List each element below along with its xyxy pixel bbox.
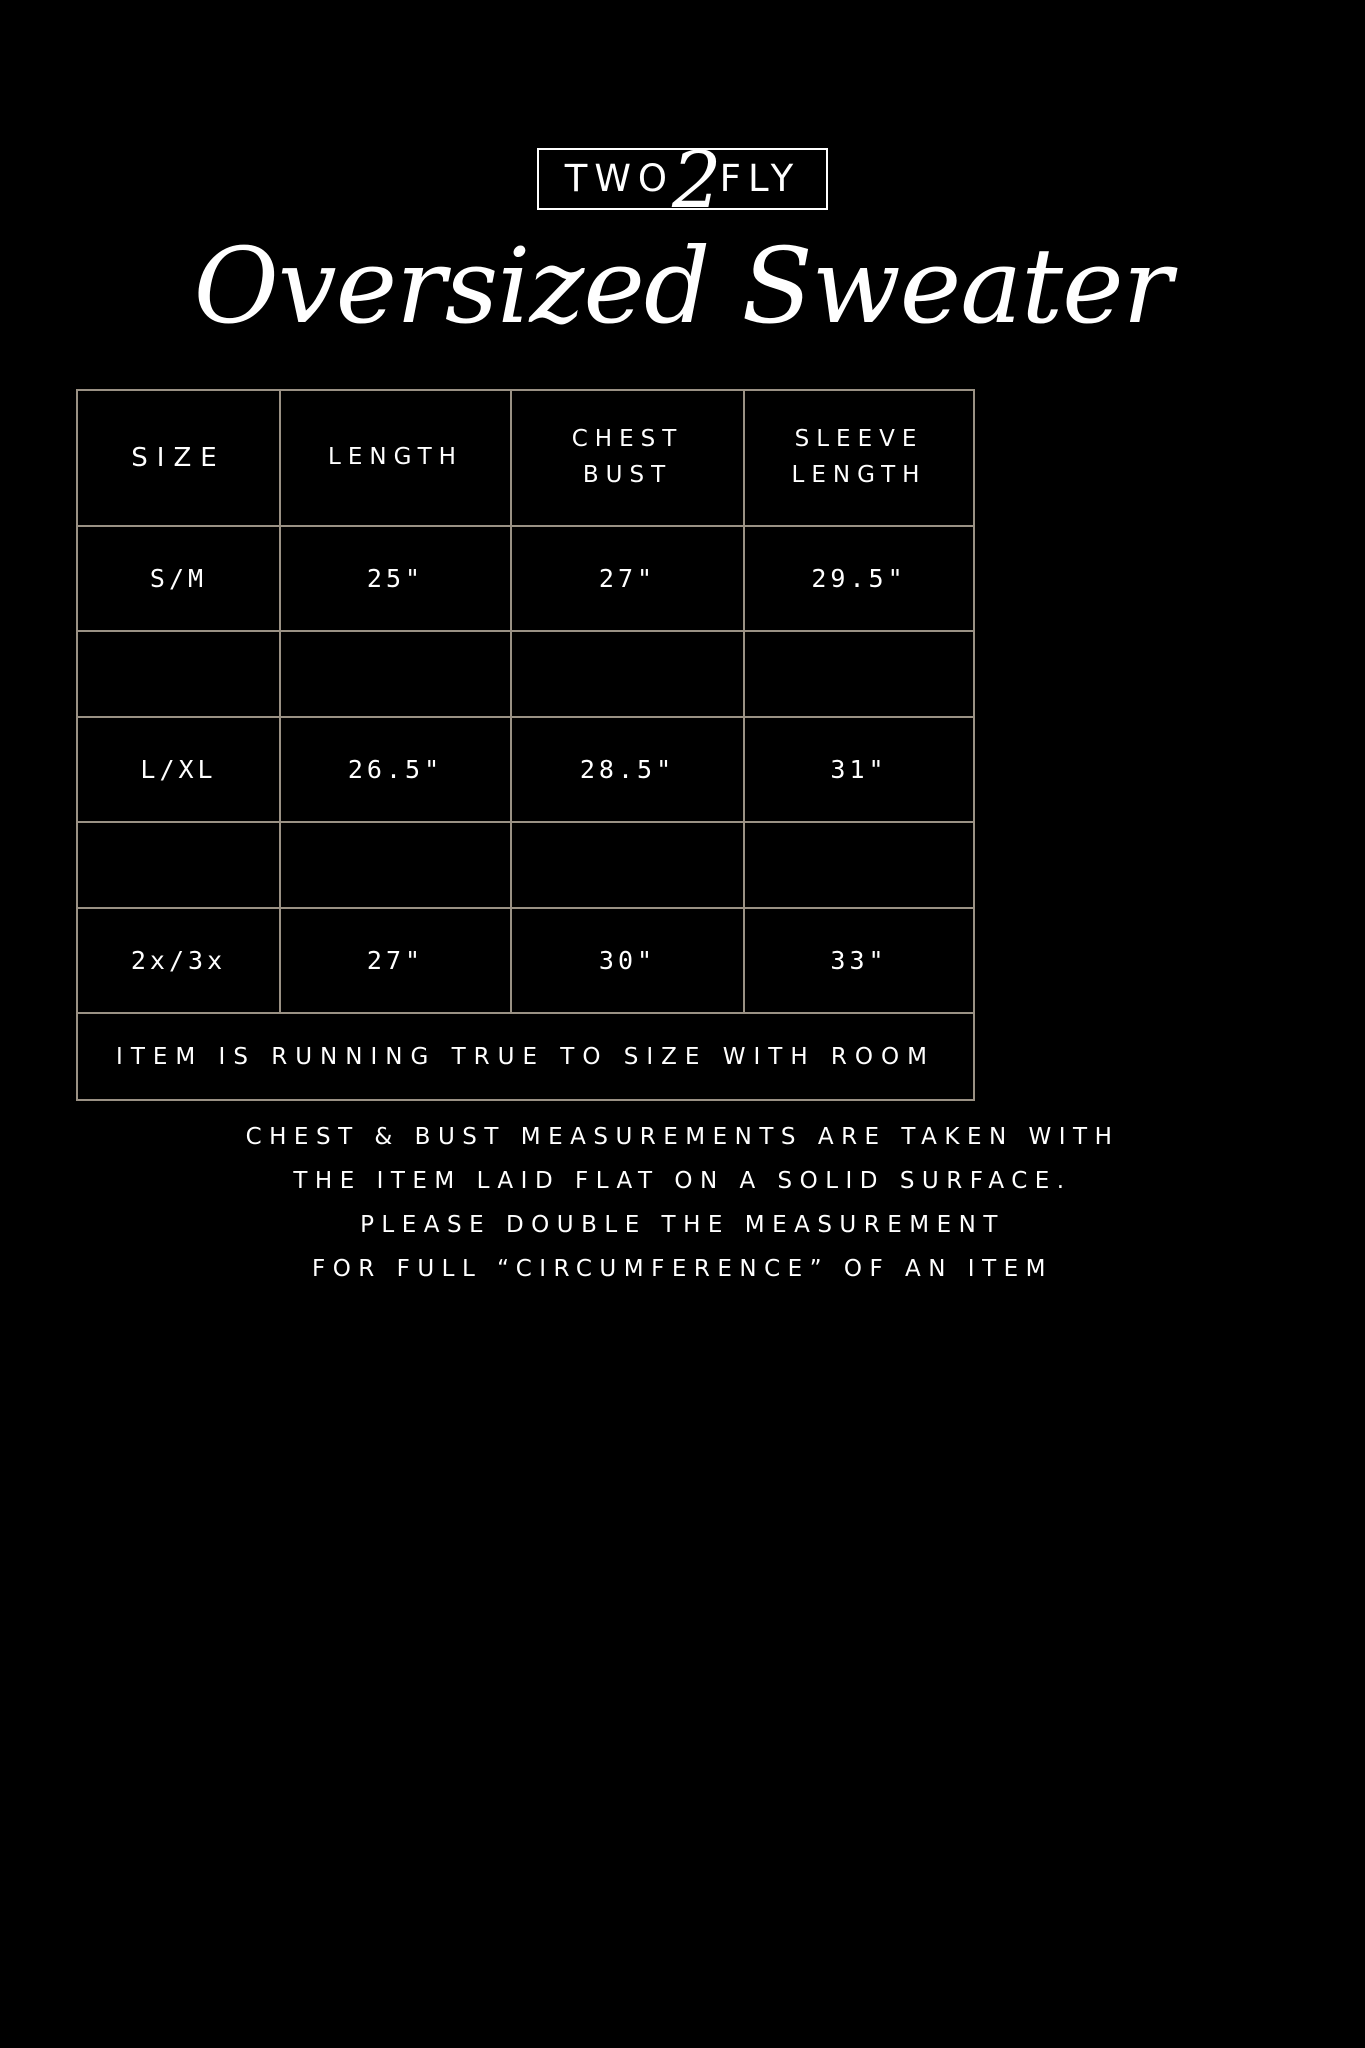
table-spacer-row [76,630,975,718]
column-header-chest-line2: BUST [582,462,673,488]
column-header-sleeve-line2: LENGTH [791,462,927,488]
cell-sleeve: 31" [743,716,975,823]
cell-length: 25" [279,525,512,632]
brand-logo: TWO 2 FLY [0,142,1365,220]
column-header-size: SIZE [76,389,281,527]
page-title: Oversized Sweater [193,225,1173,347]
table-row: S/M 25" 27" 29.5" [76,525,975,632]
fit-note: ITEM IS RUNNING TRUE TO SIZE WITH ROOM [76,1012,975,1101]
brand-word-two: TWO [564,157,675,200]
disclaimer-line-2: THE ITEM LAID FLAT ON A SOLID SURFACE. [293,1168,1072,1194]
cell-chest: 28.5" [510,716,745,823]
disclaimer-line-1: CHEST & BUST MEASUREMENTS ARE TAKEN WITH [245,1124,1120,1150]
spacer-cell [743,630,975,718]
cell-size: L/XL [76,716,281,823]
cell-size: S/M [76,525,281,632]
table-row: 2x/3x 27" 30" 33" [76,907,975,1014]
disclaimer-line-3: PLEASE DOUBLE THE MEASUREMENT [360,1212,1005,1238]
cell-chest: 27" [510,525,745,632]
table-note-row: ITEM IS RUNNING TRUE TO SIZE WITH ROOM [76,1012,975,1101]
table-header-row: SIZE LENGTH CHEST BUST SLEEVE LENGTH [76,389,975,527]
size-chart-table: SIZE LENGTH CHEST BUST SLEEVE LENGTH S/M… [76,389,975,1101]
spacer-cell [279,821,512,909]
cell-sleeve: 33" [743,907,975,1014]
column-header-chest-line1: CHEST [571,426,684,453]
spacer-cell [76,630,281,718]
spacer-cell [279,630,512,718]
table-spacer-row [76,821,975,909]
spacer-cell [76,821,281,909]
cell-length: 27" [279,907,512,1014]
spacer-cell [510,630,745,718]
spacer-cell [510,821,745,909]
column-header-chest-bust: CHEST BUST [510,389,745,527]
cell-sleeve: 29.5" [743,525,975,632]
table-row: L/XL 26.5" 28.5" 31" [76,716,975,823]
column-header-sleeve-line1: SLEEVE [794,426,924,453]
cell-length: 26.5" [279,716,512,823]
cell-chest: 30" [510,907,745,1014]
measurement-disclaimer: CHEST & BUST MEASUREMENTS ARE TAKEN WITH… [0,1115,1365,1291]
disclaimer-line-4: FOR FULL “CIRCUMFERENCE” OF AN ITEM [311,1256,1054,1282]
brand-word-fly: FLY [719,157,801,200]
cell-size: 2x/3x [76,907,281,1014]
spacer-cell [743,821,975,909]
brand-logo-frame: TWO 2 FLY [536,142,829,220]
column-header-length: LENGTH [279,389,512,527]
column-header-sleeve-length: SLEEVE LENGTH [743,389,975,527]
